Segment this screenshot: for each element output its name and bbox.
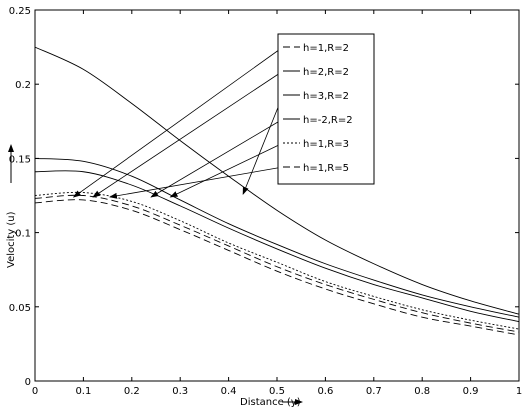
legend-label: h=1,R=3 — [303, 139, 349, 150]
x-tick-label: 1 — [516, 386, 522, 397]
x-tick-label: 0.2 — [124, 386, 140, 397]
y-tick-label: 0.15 — [9, 154, 31, 165]
y-tick-label: 0.2 — [15, 80, 31, 91]
y-tick-label: 0.1 — [15, 229, 31, 240]
series-line-4 — [34, 170, 520, 323]
legend-box — [277, 33, 375, 185]
x-tick-label: 0 — [32, 386, 38, 397]
annotation-arrow — [109, 166, 284, 199]
legend-label: h=3,R=2 — [303, 91, 349, 102]
series-line-5 — [34, 191, 520, 330]
x-tick-label: 0.1 — [75, 386, 91, 397]
series-line-6 — [34, 194, 520, 333]
x-tick-label: 0.9 — [463, 386, 479, 397]
y-tick-label: 0.25 — [9, 6, 31, 17]
y-tick-label: 0.05 — [9, 303, 31, 314]
annotation-arrow — [242, 94, 284, 195]
x-tick-label: 0.5 — [269, 386, 285, 397]
x-tick-label: 0.7 — [366, 386, 382, 397]
x-tick-label: 0.4 — [221, 386, 237, 397]
x-tick-label: 0.6 — [317, 386, 333, 397]
x-tick-label: 0.3 — [172, 386, 188, 397]
x-axis-label: Distance (y) — [240, 397, 301, 408]
series-line-1 — [34, 199, 520, 336]
annotation-arrow — [169, 142, 284, 198]
series-line-3 — [34, 46, 520, 315]
legend-label: h=2,R=2 — [303, 67, 349, 78]
legend-label: h=1,R=2 — [303, 43, 349, 54]
series-line-2 — [34, 157, 520, 318]
annotation-arrow — [150, 118, 284, 198]
y-axis-label: Velocity (u) — [6, 211, 17, 268]
legend: h=1,R=2 h=2,R=2 h=3,R=2 h=-2,R=2 h=1,R=3 h=1,… — [277, 33, 375, 185]
y-tick-label: 0 — [25, 377, 31, 388]
legend-label: h=-2,R=2 — [303, 115, 353, 126]
annotation-arrow — [72, 46, 284, 198]
legend-label: h=1,R=5 — [303, 163, 349, 174]
annotation-arrow — [92, 70, 284, 198]
x-tick-label: 0.8 — [414, 386, 430, 397]
